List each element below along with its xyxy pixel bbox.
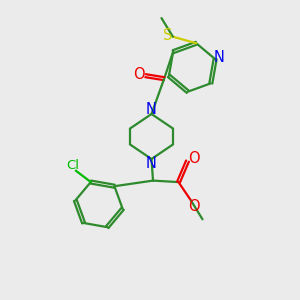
Text: O: O (188, 151, 199, 166)
Text: O: O (188, 199, 200, 214)
Text: N: N (214, 50, 224, 65)
Text: S: S (163, 28, 172, 43)
Text: N: N (146, 102, 157, 117)
Text: O: O (133, 67, 145, 82)
Text: Cl: Cl (66, 159, 79, 172)
Text: N: N (146, 156, 157, 171)
